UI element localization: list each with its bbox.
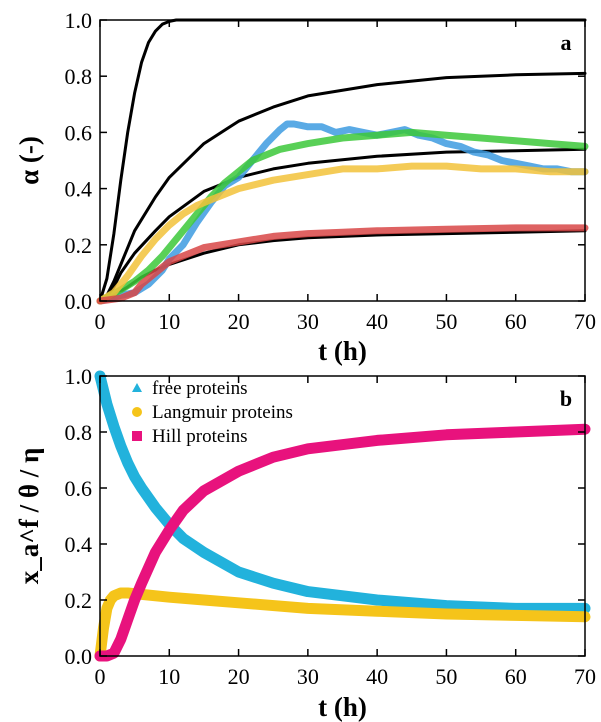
panel-b-legend-marker-1 [132, 407, 142, 417]
panel-a-x-tick-label: 60 [505, 309, 527, 334]
panel-a-x-tick-label: 0 [95, 309, 106, 334]
panel-a-x-axis-title: t (h) [318, 336, 367, 366]
panel-a-x-tick-label: 40 [366, 309, 388, 334]
panel-b-legend: free proteins Langmuir proteins Hill prote… [132, 378, 293, 447]
panel-a-y-axis-title: α (-) [14, 136, 44, 185]
panel-a-y-tick-label: 1.0 [65, 8, 93, 33]
panel-b-x-tick-label: 40 [366, 664, 388, 689]
panel-a-x-tick-label: 10 [158, 309, 180, 334]
panel-b-plot-area [94, 370, 591, 662]
panel-b-y-axis-title: x_a^f / θ / η [14, 448, 44, 585]
panel-b-x-tick-label: 20 [228, 664, 250, 689]
panel-a-y-tick-label: 0.6 [65, 120, 93, 145]
panel-a-y-tick-label: 0.4 [65, 177, 93, 202]
panel-b-y-tick-label: 0.6 [65, 476, 93, 501]
panel-b-y-tick-label: 0.4 [65, 532, 93, 557]
panel-b-legend-label-1: Langmuir proteins [152, 402, 293, 423]
panel-a-series-5-line [96, 128, 589, 305]
panel-a-series-7-line [96, 224, 589, 305]
panel-b-legend-marker-0 [132, 383, 142, 392]
panel-a-x-tick-label: 70 [574, 309, 596, 334]
panel-a-x-tick-label: 20 [228, 309, 250, 334]
panel-b-series-0-line [94, 370, 591, 614]
panel-b-plot-frame [99, 375, 586, 657]
panel-b-y-tick-label: 0.2 [65, 588, 93, 613]
panel-a-y-tick-label: 0.0 [65, 289, 93, 314]
panel-b-legend-label-2: Hill proteins [152, 426, 248, 447]
panel-b-chart: 0 10 20 30 40 50 60 70 0.0 0.2 0.4 0.6 0.8 1.0 t (h) x_… [14, 364, 596, 722]
panel-a-panel-letter: a [561, 30, 572, 55]
panel-a-series-4-line [96, 120, 589, 305]
panel-b-x-tick-label: 30 [297, 664, 319, 689]
panel-b-y-tick-label: 1.0 [65, 364, 93, 389]
panel-a-series-6-line [96, 162, 589, 305]
panel-a-series-2-line [98, 147, 587, 303]
panel-a-chart: 0 10 20 30 40 50 60 70 0.0 0.2 0.4 0.6 0.8 1.0 t (h) α … [14, 8, 596, 366]
panel-b-panel-letter: b [560, 386, 572, 411]
panel-a-plot-frame [99, 19, 586, 302]
panel-b-legend-marker-2 [132, 431, 142, 441]
panel-a-plot-area [96, 18, 589, 305]
panel-b-x-tick-label: 50 [435, 664, 457, 689]
panel-b-y-tick-label: 0.8 [65, 420, 93, 445]
panel-b-x-tick-label: 70 [574, 664, 596, 689]
panel-b-y-tick-label: 0.0 [65, 644, 93, 669]
panel-b-x-tick-label: 60 [505, 664, 527, 689]
panel-a-x-tick-label: 30 [297, 309, 319, 334]
panel-b-series-2-line [94, 423, 591, 662]
panel-b-series-1-line [94, 587, 591, 662]
panel-b-x-tick-label: 0 [95, 664, 106, 689]
panel-a-series-1-line [98, 71, 587, 303]
panel-b-x-tick-label: 10 [158, 664, 180, 689]
panel-a-y-tick-label: 0.2 [65, 233, 93, 258]
panel-a-y-tick-label: 0.8 [65, 64, 93, 89]
panel-b-legend-label-0: free proteins [152, 378, 247, 399]
panel-a-x-tick-label: 50 [435, 309, 457, 334]
panel-b-x-axis-title: t (h) [318, 692, 367, 722]
